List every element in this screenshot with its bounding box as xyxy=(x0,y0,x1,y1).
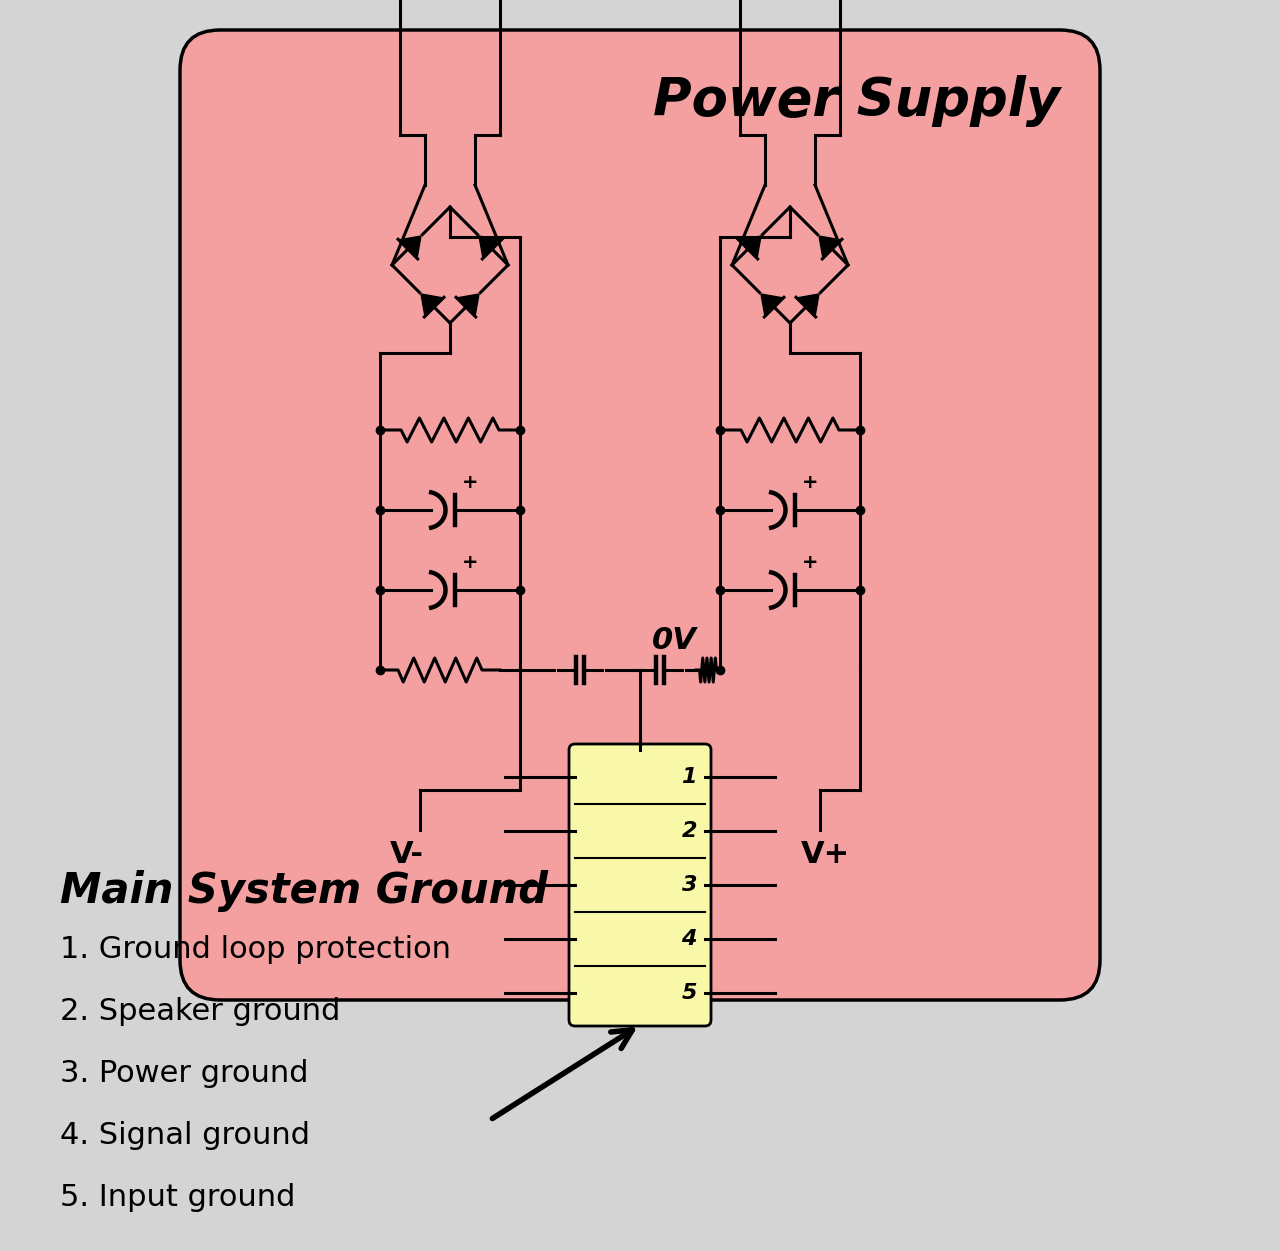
Text: +: + xyxy=(462,553,477,572)
Polygon shape xyxy=(796,294,819,317)
Text: +: + xyxy=(801,473,818,492)
Polygon shape xyxy=(457,294,479,317)
Text: 0V: 0V xyxy=(652,626,696,656)
Text: 2. Speaker ground: 2. Speaker ground xyxy=(60,997,340,1026)
Text: 3: 3 xyxy=(681,874,698,894)
FancyBboxPatch shape xyxy=(570,744,710,1026)
Polygon shape xyxy=(421,294,443,317)
Text: V+: V+ xyxy=(801,839,850,869)
Polygon shape xyxy=(762,294,783,317)
Text: +: + xyxy=(801,553,818,572)
Text: 4. Signal ground: 4. Signal ground xyxy=(60,1121,310,1150)
Text: 2: 2 xyxy=(681,821,698,841)
Text: Main System Ground: Main System Ground xyxy=(60,869,548,912)
Polygon shape xyxy=(479,236,502,258)
Text: 3. Power ground: 3. Power ground xyxy=(60,1060,308,1088)
Text: Power Supply: Power Supply xyxy=(653,75,1060,128)
Text: 4: 4 xyxy=(681,929,698,950)
Polygon shape xyxy=(819,236,841,258)
Text: 1: 1 xyxy=(681,767,698,787)
Text: V-: V- xyxy=(390,839,424,869)
Text: +: + xyxy=(462,473,477,492)
Polygon shape xyxy=(398,236,421,258)
Polygon shape xyxy=(739,236,762,258)
Text: 5. Input ground: 5. Input ground xyxy=(60,1183,296,1212)
FancyBboxPatch shape xyxy=(180,30,1100,1000)
Text: 5: 5 xyxy=(681,983,698,1003)
Text: 1. Ground loop protection: 1. Ground loop protection xyxy=(60,934,451,965)
